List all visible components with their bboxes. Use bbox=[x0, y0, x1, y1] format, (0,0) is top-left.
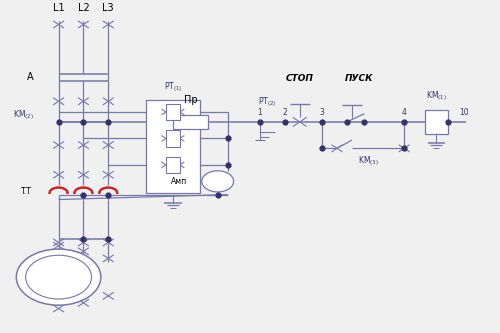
Text: 1: 1 bbox=[258, 108, 262, 117]
Bar bbox=[146, 101, 201, 193]
Text: L2: L2 bbox=[78, 3, 90, 13]
Text: 2: 2 bbox=[282, 108, 287, 117]
Text: Амп: Амп bbox=[172, 177, 188, 186]
Text: KM$_{(3)}$: KM$_{(3)}$ bbox=[358, 155, 378, 168]
Bar bbox=[426, 110, 448, 134]
Bar bbox=[166, 130, 180, 147]
Text: 4: 4 bbox=[402, 108, 406, 117]
Text: A: A bbox=[27, 72, 34, 82]
Text: ПУСК: ПУСК bbox=[345, 75, 374, 84]
Text: A: A bbox=[215, 177, 220, 186]
Circle shape bbox=[16, 249, 101, 305]
Circle shape bbox=[26, 255, 92, 299]
Text: 3: 3 bbox=[320, 108, 324, 117]
Text: KM$_{(2)}$: KM$_{(2)}$ bbox=[13, 109, 34, 122]
Bar bbox=[173, 115, 208, 129]
Text: PT$_{(2)}$: PT$_{(2)}$ bbox=[258, 95, 276, 109]
Text: 10: 10 bbox=[459, 108, 468, 117]
Text: PT$_{(1)}$: PT$_{(1)}$ bbox=[164, 80, 182, 94]
Text: AD: AD bbox=[48, 271, 68, 284]
Circle shape bbox=[202, 171, 234, 192]
Bar bbox=[166, 157, 180, 173]
Text: KM$_{(1)}$: KM$_{(1)}$ bbox=[426, 90, 447, 103]
Bar bbox=[166, 104, 180, 120]
Text: T.T: T.T bbox=[22, 187, 32, 196]
Text: L1: L1 bbox=[53, 3, 64, 13]
Text: Пр: Пр bbox=[184, 96, 197, 106]
Text: L3: L3 bbox=[102, 3, 114, 13]
Text: СТОП: СТОП bbox=[286, 75, 314, 84]
